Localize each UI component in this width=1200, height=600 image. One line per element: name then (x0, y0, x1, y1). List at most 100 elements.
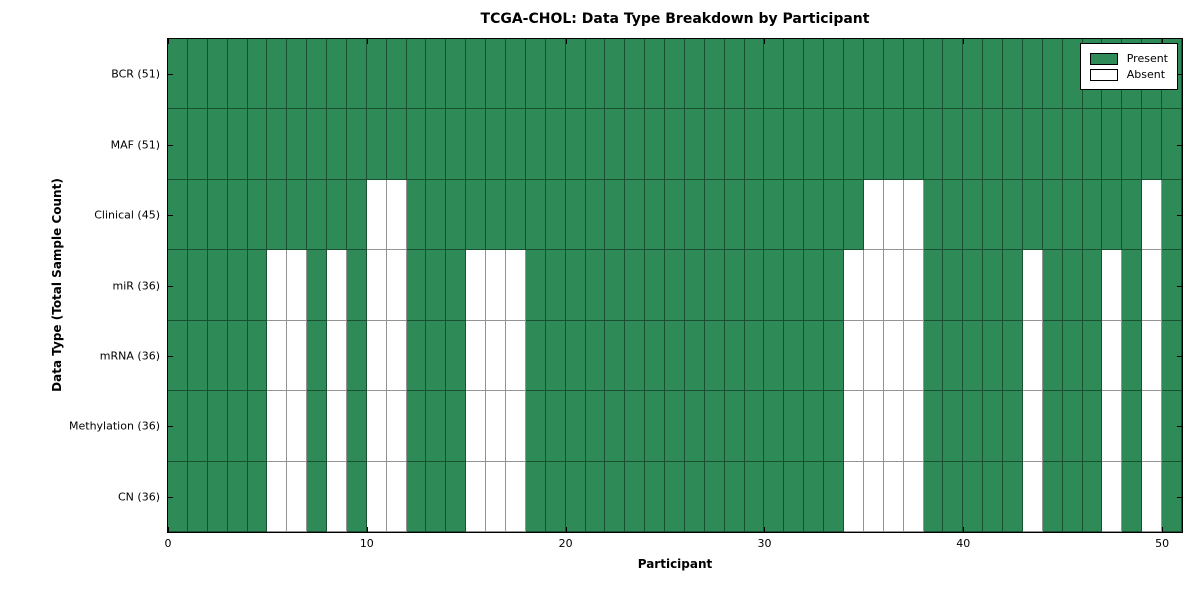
heatmap-cell-present (625, 461, 646, 532)
heatmap-cell-absent (386, 250, 407, 321)
heatmap-cell-present (168, 320, 188, 392)
heatmap-cell-absent (1142, 461, 1163, 532)
heatmap-cell-present (645, 461, 666, 532)
heatmap-cell-present (168, 391, 188, 462)
heatmap-cell-present (744, 391, 765, 462)
heatmap-cell-present (983, 109, 1004, 180)
heatmap-cell-present (784, 109, 805, 180)
heatmap-cell-present (684, 391, 705, 462)
heatmap-cell-present (227, 39, 248, 110)
heatmap-cell-present (426, 39, 447, 110)
heatmap-cell-present (784, 391, 805, 462)
heatmap-cell-present (963, 179, 984, 251)
heatmap-cell-present (585, 109, 606, 180)
heatmap-cell-present (784, 179, 805, 251)
y-axis-label: Data Type (Total Sample Count) (50, 178, 64, 392)
heatmap-cell-present (247, 391, 268, 462)
heatmap-cell-present (605, 250, 626, 321)
heatmap-cell-present (168, 461, 188, 532)
heatmap-cell-present (1003, 109, 1023, 180)
heatmap-cell-absent (1102, 391, 1123, 462)
heatmap-cell-present (545, 391, 566, 462)
heatmap-cell-present (605, 320, 626, 392)
heatmap-cell-present (724, 179, 745, 251)
heatmap-cell-absent (863, 320, 884, 392)
heatmap-cell-present (426, 109, 447, 180)
heatmap-cell-absent (1142, 179, 1163, 251)
heatmap-cell-present (1162, 250, 1182, 321)
heatmap-cell-present (1162, 320, 1182, 392)
heatmap-cell-present (247, 39, 268, 110)
plot-area: Present Absent (167, 38, 1183, 533)
x-tick-label: 50 (1155, 537, 1170, 550)
heatmap-cell-absent (505, 461, 526, 532)
heatmap-cell-present (505, 179, 526, 251)
heatmap-cell-absent (505, 391, 526, 462)
heatmap-cell-present (386, 109, 407, 180)
heatmap-cell-present (227, 250, 248, 321)
heatmap-cell-absent (486, 391, 506, 462)
heatmap-cell-absent (466, 320, 487, 392)
heatmap-cell-present (645, 391, 666, 462)
heatmap-cell-present (724, 39, 745, 110)
y-tick-label: Clinical (45) (94, 208, 160, 222)
heatmap-cell-present (684, 109, 705, 180)
heatmap-cell-absent (466, 250, 487, 321)
heatmap-cell-present (1082, 250, 1103, 321)
heatmap-cell-absent (386, 320, 407, 392)
heatmap-cell-present (784, 461, 805, 532)
heatmap-cell-present (804, 39, 825, 110)
heatmap-cell-present (923, 39, 944, 110)
heatmap-cell-present (645, 39, 666, 110)
legend-label-present: Present (1126, 52, 1168, 65)
heatmap-cell-present (784, 320, 805, 392)
y-tick-label: CN (36) (118, 490, 160, 504)
heatmap-cell-present (963, 391, 984, 462)
heatmap-cell-present (704, 461, 725, 532)
heatmap-cell-present (247, 250, 268, 321)
heatmap-cell-present (1122, 179, 1143, 251)
heatmap-cell-present (704, 39, 725, 110)
heatmap-cell-present (824, 179, 844, 251)
heatmap-cell-present (446, 39, 467, 110)
heatmap-cell-present (943, 250, 964, 321)
heatmap-cell-present (366, 109, 387, 180)
heatmap-cell-present (307, 320, 328, 392)
heatmap-cell-present (565, 109, 586, 180)
x-tick-label: 0 (164, 537, 172, 550)
heatmap-cell-present (406, 461, 427, 532)
heatmap-cell-present (1042, 39, 1063, 110)
heatmap-cell-present (983, 320, 1004, 392)
heatmap-cell-present (1003, 39, 1023, 110)
heatmap-cell-absent (267, 320, 288, 392)
heatmap-cell-present (1003, 250, 1023, 321)
heatmap-cell-present (585, 39, 606, 110)
heatmap-cell-present (704, 320, 725, 392)
heatmap-cell-present (545, 39, 566, 110)
heatmap-cell-present (585, 461, 606, 532)
heatmap-cell-present (1162, 391, 1182, 462)
heatmap-cell-present (525, 250, 546, 321)
heatmap-cell-present (307, 179, 328, 251)
heatmap-cell-present (307, 250, 328, 321)
heatmap-cell-present (168, 179, 188, 251)
heatmap-cell-present (684, 250, 705, 321)
heatmap-cell-present (843, 39, 864, 110)
heatmap-cell-present (665, 39, 685, 110)
heatmap-cell-present (625, 179, 646, 251)
heatmap-cell-present (525, 109, 546, 180)
heatmap-cell-present (764, 250, 785, 321)
heatmap-cell-present (346, 39, 367, 110)
heatmap-cell-present (923, 461, 944, 532)
heatmap-cell-present (903, 109, 924, 180)
heatmap-cell-present (565, 320, 586, 392)
heatmap-cell-present (466, 109, 487, 180)
heatmap-cell-present (1003, 461, 1023, 532)
heatmap-cell-present (1062, 179, 1083, 251)
heatmap-cell-present (426, 461, 447, 532)
heatmap-cell-present (168, 39, 188, 110)
heatmap-cell-present (744, 320, 765, 392)
heatmap-cell-absent (1102, 461, 1123, 532)
heatmap-cell-present (824, 109, 844, 180)
heatmap-cell-absent (287, 391, 308, 462)
